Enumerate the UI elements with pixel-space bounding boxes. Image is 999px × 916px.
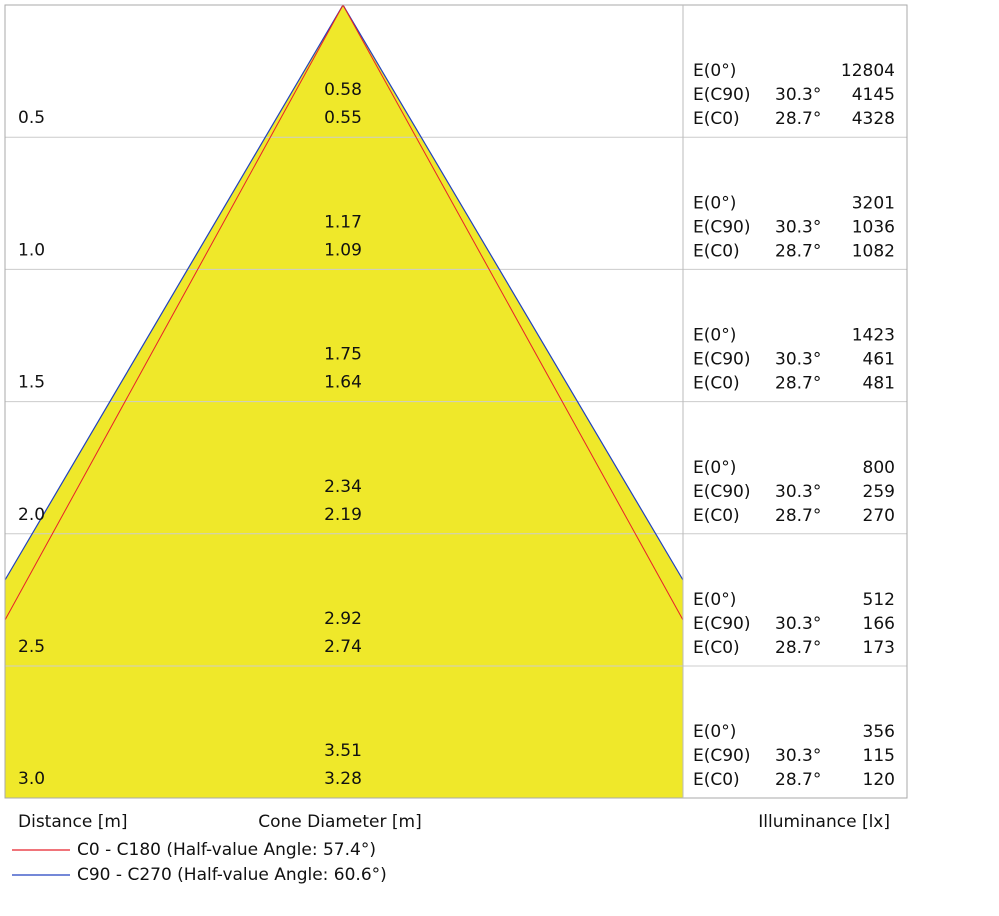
- diameter-label: 1.64: [324, 373, 362, 393]
- illuminance-label: E(0°): [693, 458, 736, 478]
- illuminance-label: E(C0): [693, 374, 740, 394]
- diameter-label: 3.51: [324, 741, 362, 761]
- diameter-label: 3.28: [324, 769, 362, 789]
- illuminance-value: 800: [863, 458, 895, 478]
- diameter-label: 2.34: [324, 477, 362, 497]
- distance-label: 2.0: [18, 505, 45, 525]
- illuminance-angle: 28.7°: [775, 374, 821, 394]
- illuminance-angle: 28.7°: [775, 638, 821, 658]
- illuminance-value: 12804: [841, 61, 895, 81]
- illuminance-value: 4145: [852, 85, 895, 105]
- illuminance-label: E(C90): [693, 482, 751, 502]
- illuminance-label: E(C90): [693, 85, 751, 105]
- illuminance-value: 461: [863, 350, 895, 370]
- diameter-label: 1.17: [324, 212, 362, 232]
- illuminance-angle: 30.3°: [775, 482, 821, 502]
- illuminance-value: 512: [863, 590, 895, 610]
- illuminance-value: 3201: [852, 193, 895, 213]
- illuminance-angle: 30.3°: [775, 746, 821, 766]
- illuminance-angle: 28.7°: [775, 506, 821, 526]
- illuminance-value: 115: [863, 746, 895, 766]
- illuminance-value: 4328: [852, 109, 895, 129]
- c0-line: [4, 4, 344, 621]
- illuminance-label: E(0°): [693, 193, 736, 213]
- illuminance-label: E(0°): [693, 590, 736, 610]
- illuminance-angle: 30.3°: [775, 350, 821, 370]
- illuminance-label: E(C0): [693, 638, 740, 658]
- illuminance-label: E(C90): [693, 746, 751, 766]
- illuminance-label: E(C90): [693, 614, 751, 634]
- c0-line: [342, 4, 684, 621]
- illuminance-label: E(C0): [693, 241, 740, 261]
- diameter-label: 2.19: [324, 505, 362, 525]
- illuminance-label: E(C0): [693, 109, 740, 129]
- distance-label: 3.0: [18, 769, 45, 789]
- illuminance-angle: 30.3°: [775, 614, 821, 634]
- legend-label: C90 - C270 (Half-value Angle: 60.6°): [77, 865, 387, 885]
- footer-label: Illuminance [lx]: [758, 812, 890, 832]
- diameter-label: 0.55: [324, 108, 362, 128]
- illuminance-value: 356: [863, 722, 895, 742]
- distance-label: 1.0: [18, 240, 45, 260]
- diameter-label: 1.09: [324, 240, 362, 260]
- illuminance-value: 259: [863, 482, 895, 502]
- distance-label: 0.5: [18, 108, 45, 128]
- diameter-label: 1.75: [324, 345, 362, 365]
- illuminance-label: E(C90): [693, 217, 751, 237]
- footer-label: Distance [m]: [18, 812, 128, 832]
- grid: [5, 136, 907, 667]
- diameter-label: 2.74: [324, 637, 362, 657]
- illuminance-label: E(C0): [693, 506, 740, 526]
- distance-label: 1.5: [18, 373, 45, 393]
- illuminance-angle: 28.7°: [775, 109, 821, 129]
- diameter-label: 2.92: [324, 609, 362, 629]
- illuminance-value: 270: [863, 506, 895, 526]
- illuminance-label: E(C0): [693, 770, 740, 790]
- illuminance-value: 1036: [852, 217, 895, 237]
- illuminance-label: E(0°): [693, 61, 736, 81]
- distance-label: 2.5: [18, 637, 45, 657]
- legend-label: C0 - C180 (Half-value Angle: 57.4°): [77, 840, 376, 860]
- illuminance-label: E(C90): [693, 350, 751, 370]
- illuminance-angle: 28.7°: [775, 241, 821, 261]
- illuminance-angle: 28.7°: [775, 770, 821, 790]
- illuminance-value: 1082: [852, 241, 895, 261]
- c90-line: [4, 4, 344, 581]
- illuminance-value: 120: [863, 770, 895, 790]
- illuminance-angle: 30.3°: [775, 217, 821, 237]
- illuminance-label: E(0°): [693, 722, 736, 742]
- illuminance-value: 1423: [852, 326, 895, 346]
- illuminance-angle: 30.3°: [775, 85, 821, 105]
- illuminance-label: E(0°): [693, 326, 736, 346]
- footer-label: Cone Diameter [m]: [258, 812, 422, 832]
- illuminance-value: 166: [863, 614, 895, 634]
- frame: [4, 4, 908, 799]
- diameter-label: 0.58: [324, 80, 362, 100]
- illuminance-value: 173: [863, 638, 895, 658]
- c90-line: [342, 4, 684, 581]
- illuminance-value: 481: [863, 374, 895, 394]
